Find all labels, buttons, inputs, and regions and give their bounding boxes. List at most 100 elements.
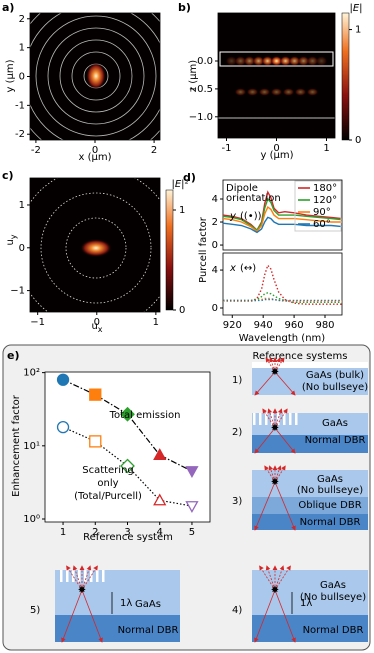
x-tick-label: 0 [94,317,100,328]
layer [252,413,368,435]
ray [274,481,296,531]
y-tick-label: −1.0 [189,112,213,123]
emitter: ✸ [271,423,279,434]
diagram-number: 4) [232,605,242,616]
legend-label: 120° [313,195,337,206]
colorbar [341,12,350,141]
bullseye-trench [271,413,274,425]
marker [120,458,135,474]
legend-label: 60° [313,219,331,230]
plot-frame [222,252,343,316]
diagram-label: Normal DBR [118,625,179,636]
ray [274,371,296,396]
y-tick-label: 0 [212,240,218,251]
annotation: Total emission [109,410,181,421]
x-tick-label: 2 [151,145,157,156]
glow [258,88,271,96]
ray [274,357,285,373]
ray [274,465,286,483]
marker [120,406,135,422]
annotation: Scattering [82,465,134,476]
diagram-label: (No bullseye) [297,485,363,496]
x-tick-label: 960 [285,320,304,331]
plot-frame [222,179,343,251]
bullseye-trench [259,413,262,425]
ray [274,465,282,483]
panel-label: e) [7,349,20,362]
cavity-outline [219,51,334,67]
legend-label: 90° [313,207,331,218]
colorbar-tick-label: 0 [355,135,361,146]
x-axis-label-sub: x [98,325,103,334]
diagram-label: GaAs [317,474,343,485]
x-axis-label-text: u [91,321,97,332]
glow [252,56,265,66]
colorbar-tick-label: 0 [179,305,185,316]
bullseye-trench [289,413,292,425]
series-line [222,216,343,234]
glow [234,88,247,96]
layer [252,497,368,514]
x-tick-label: 920 [223,320,242,331]
heatmap-image [30,13,160,140]
diagram-number: 2) [232,427,242,438]
y-tick-label: 4 [212,194,218,205]
lambda-label: 1λ [300,598,312,609]
ray [254,589,276,643]
ray [269,357,276,373]
x-tick-label: −1 [30,317,45,328]
layer [55,615,180,642]
emitter: ✸ [78,585,86,596]
annotation: (Total/Purcell) [74,491,142,502]
y-axis-label: Enhancement factor [11,394,22,497]
x-tick-label: 2 [92,527,98,538]
legend-label: 180° [313,183,337,194]
layer [252,368,368,395]
heatmap-image [30,178,160,312]
plot-bg [45,372,210,522]
lambda-label: 1λ [120,598,132,609]
ray [61,589,83,643]
panel-label: d) [183,171,196,184]
heatmap-image [218,13,335,138]
dipole-icon: ((•)) [240,211,262,222]
glow [86,62,106,90]
y-axis-label: y (μm) [5,59,16,92]
bullseye-trench [295,413,298,425]
y-axis-label-sub: y [9,234,18,239]
diagram-number: 1) [232,375,242,386]
y-axis-label-text: u [5,239,16,245]
x-tick-label: -2 [31,145,41,156]
x-tick-label: 980 [315,320,334,331]
panel-label: a) [2,1,14,14]
layer [252,514,368,530]
x-tick-label: 0 [92,145,98,156]
x-tick-label: -1 [222,143,232,154]
legend-box [294,180,342,232]
colorbar [165,189,174,311]
x-tick-label: 0 [273,143,279,154]
ring [47,27,145,125]
ray [264,465,276,483]
glow [270,88,283,96]
dipole-icon: (↔) [240,263,256,274]
glow [80,239,112,257]
x-tick-label: 5 [189,527,195,538]
bullseye-trench [265,413,268,425]
annotation: x [229,263,236,274]
diagram-label: GaAs [320,580,346,591]
glow [279,56,292,66]
bullseye-trench [78,570,81,582]
glow [306,56,319,66]
ring [65,217,127,279]
marker [56,373,70,386]
ring [40,192,152,304]
series-line [62,426,193,507]
marker [89,388,102,401]
colorbar-tick-label: 1 [355,25,361,36]
bullseye-trench [60,570,63,582]
series-line [222,190,343,232]
ray [81,565,92,591]
colorbar-label: |E|² [171,179,188,190]
annotation: Dipole [226,183,258,194]
